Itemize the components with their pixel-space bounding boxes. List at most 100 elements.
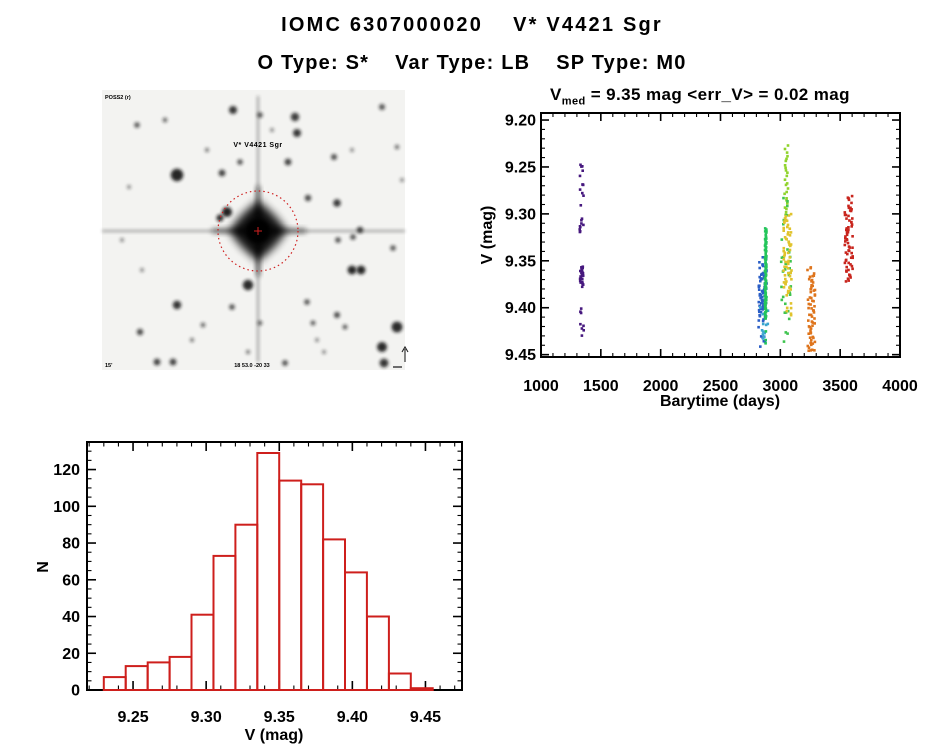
data-point — [809, 290, 813, 294]
data-point — [848, 274, 852, 277]
histogram-bar — [190, 613, 215, 691]
field-star — [216, 214, 224, 222]
data-point — [844, 240, 847, 243]
field-star — [322, 350, 326, 354]
data-point — [843, 261, 847, 265]
data-point — [582, 194, 585, 197]
data-point — [850, 201, 853, 205]
data-point — [763, 307, 767, 311]
target-name: V* V4421 Sgr — [513, 14, 663, 36]
data-point — [764, 235, 768, 239]
lightcurve-yaxis-label: V (mag) — [479, 205, 496, 265]
data-point — [813, 340, 817, 344]
data-point — [812, 274, 816, 277]
field-star — [172, 300, 182, 310]
histogram-bar — [300, 483, 325, 691]
field-star — [310, 320, 316, 326]
field-star — [127, 185, 131, 189]
data-point — [764, 342, 767, 345]
field-star — [237, 159, 243, 165]
field-star — [377, 342, 387, 352]
data-point — [846, 277, 850, 280]
field-star — [153, 358, 161, 366]
cluster-epoch-3-green-line — [763, 227, 768, 345]
data-point — [786, 223, 790, 227]
data-point — [784, 262, 787, 266]
data-point — [786, 204, 789, 208]
data-point — [789, 243, 793, 246]
data-point — [762, 335, 766, 339]
data-point — [783, 274, 787, 277]
tick-label: 9.25 — [505, 159, 536, 176]
data-point — [578, 188, 582, 191]
tick-label: 9.35 — [505, 253, 536, 270]
data-point — [759, 279, 762, 283]
data-point — [761, 330, 765, 333]
data-point — [578, 230, 582, 234]
cluster-epoch-4-yellow — [782, 212, 793, 317]
data-point — [579, 307, 583, 310]
data-point — [579, 163, 582, 167]
data-point — [782, 269, 785, 272]
object-type: O Type: S* — [257, 52, 370, 74]
field-star — [347, 265, 357, 275]
data-point — [578, 228, 581, 231]
data-point — [851, 267, 854, 271]
tick-label: 9.30 — [505, 206, 536, 223]
data-point — [762, 318, 765, 321]
field-star — [331, 154, 337, 160]
data-point — [847, 279, 850, 282]
data-point — [763, 288, 767, 291]
data-point — [757, 300, 761, 304]
data-point — [808, 296, 812, 299]
data-point — [761, 300, 764, 304]
data-point — [764, 270, 767, 274]
data-point — [782, 249, 785, 253]
tick-label: 9.40 — [337, 709, 368, 726]
histogram-plot: 9.25 9.30 9.35 9.40 9.45 0 20 40 60 80 100 120 — [53, 441, 463, 726]
tick-label: 9.40 — [505, 300, 536, 317]
data-point — [789, 313, 793, 317]
histogram-bar — [344, 571, 368, 691]
data-point — [785, 309, 789, 313]
data-point — [850, 194, 854, 198]
data-point — [806, 344, 810, 348]
compass-icon — [393, 345, 409, 368]
field-star — [400, 178, 404, 182]
data-point — [811, 324, 814, 327]
data-point — [785, 190, 788, 194]
data-point — [785, 238, 788, 241]
data-point — [764, 242, 768, 245]
data-point — [784, 283, 787, 286]
data-point — [787, 262, 790, 266]
data-point — [844, 237, 847, 240]
tick-label: 9.45 — [505, 347, 536, 364]
data-point — [581, 271, 585, 275]
data-point — [787, 317, 791, 321]
data-point — [789, 212, 793, 216]
data-point — [764, 305, 767, 308]
field-star — [170, 168, 184, 182]
field-star — [282, 360, 288, 366]
data-point — [786, 309, 790, 313]
data-point — [580, 334, 584, 337]
data-point — [850, 251, 853, 255]
target-circle — [217, 190, 299, 272]
data-point — [809, 341, 812, 345]
data-point — [760, 295, 764, 299]
field-star — [350, 148, 354, 152]
data-point — [846, 252, 849, 256]
field-star — [356, 265, 366, 275]
data-point — [808, 275, 812, 279]
field-star — [304, 299, 310, 305]
data-point — [580, 222, 583, 225]
data-point — [788, 267, 791, 270]
data-point — [757, 325, 760, 329]
data-point — [764, 293, 767, 297]
field-star — [200, 322, 206, 328]
data-point — [786, 154, 789, 158]
data-point — [810, 348, 814, 352]
data-point — [844, 235, 847, 238]
histogram-bar — [387, 672, 412, 691]
